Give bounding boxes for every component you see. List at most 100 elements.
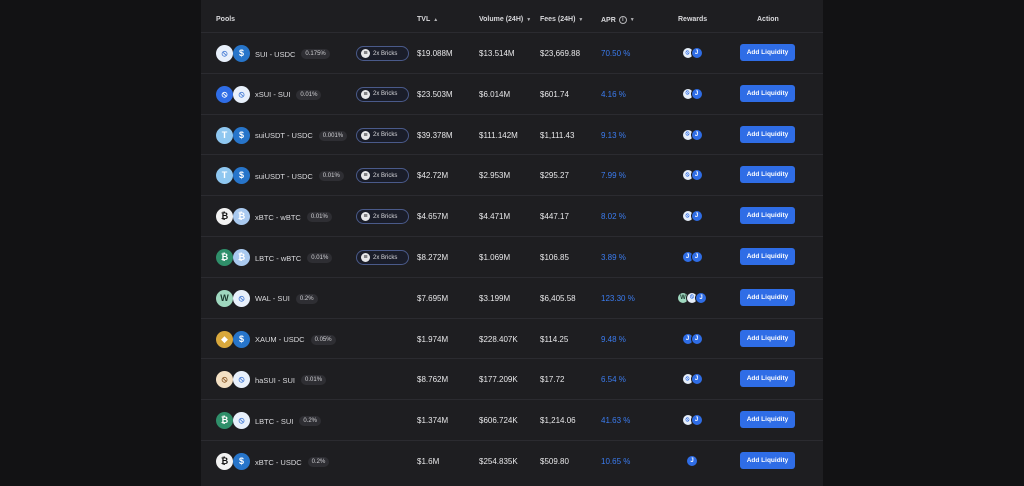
pool-token-icons: ₿ ₿ bbox=[216, 208, 252, 226]
rewards-icons: ⦸ J bbox=[681, 373, 703, 386]
pool-pair[interactable]: WAL - SUI 0.2% bbox=[255, 293, 318, 304]
brick-icon: ≡ bbox=[361, 49, 370, 58]
lbtc-token-icon: ₿ bbox=[216, 249, 233, 266]
add-liquidity-button[interactable]: Add Liquidity bbox=[740, 288, 795, 306]
pool-token-icons: T $ bbox=[216, 126, 252, 145]
pool-token-icons: W ⦸ bbox=[216, 289, 252, 308]
header-pools: Pools bbox=[216, 16, 236, 23]
reward-token-icon: J bbox=[690, 169, 703, 182]
volume-value: $254.835K bbox=[479, 457, 518, 466]
tvl-value: $7.695M bbox=[417, 293, 449, 303]
tvl-value: $1.6M bbox=[417, 457, 440, 466]
sui-token-icon: ⦸ bbox=[233, 289, 250, 307]
fee-tier-badge: 0.001% bbox=[318, 130, 348, 141]
apr-value: 8.02 % bbox=[601, 212, 626, 222]
fees-value: $295.27 bbox=[540, 171, 569, 181]
apr-value: 7.99 % bbox=[601, 171, 626, 181]
tvl-value: $42.72M bbox=[417, 171, 449, 181]
reward-token-icon: J bbox=[690, 210, 703, 223]
pool-pair[interactable]: LBTC - SUI 0.2% bbox=[255, 416, 322, 427]
pool-pair-label: LBTC - SUI bbox=[255, 416, 294, 426]
add-liquidity-button[interactable]: Add Liquidity bbox=[740, 411, 795, 429]
tvl-value: $1.374M bbox=[417, 416, 449, 426]
fee-tier-badge: 0.2% bbox=[295, 293, 318, 304]
pool-token-icons: ◆ $ bbox=[216, 330, 252, 349]
add-liquidity-button[interactable]: Add Liquidity bbox=[740, 207, 795, 225]
pool-token-icons: ₿ $ bbox=[216, 453, 252, 471]
header-tvl[interactable]: TVL ▲ bbox=[417, 16, 439, 23]
bricks-badge: ≡ 2x Bricks bbox=[356, 46, 409, 61]
header-apr[interactable]: APR i ▼ bbox=[601, 16, 635, 24]
table-row: ◆ $ XAUM - USDC 0.05% $1.974M $228.407K $114.2… bbox=[201, 319, 823, 360]
add-liquidity-button[interactable]: Add Liquidity bbox=[740, 370, 795, 388]
pools-table: Pools TVL ▲ Volume (24H) ▼ Fees (24H) ▼ APR… bbox=[201, 0, 823, 486]
pool-pair-label: SUI - USDC bbox=[255, 49, 296, 59]
pool-pair[interactable]: XAUM - USDC 0.05% bbox=[255, 334, 336, 345]
brick-icon: ≡ bbox=[361, 89, 370, 99]
hasui-token-icon: ⦸ bbox=[216, 371, 233, 389]
volume-value: $177.209K bbox=[479, 375, 518, 385]
add-liquidity-button[interactable]: Add Liquidity bbox=[740, 44, 795, 61]
rewards-icons: ⦸ J bbox=[681, 47, 703, 60]
add-liquidity-button[interactable]: Add Liquidity bbox=[740, 452, 795, 469]
pool-pair-label: WAL - SUI bbox=[255, 294, 290, 304]
reward-token-icon: J bbox=[690, 332, 703, 345]
apr-value: 70.50 % bbox=[601, 49, 631, 58]
usdc-token-icon: $ bbox=[233, 330, 250, 348]
table-header: Pools TVL ▲ Volume (24H) ▼ Fees (24H) ▼ APR… bbox=[201, 0, 823, 33]
pool-pair[interactable]: haSUI - SUI 0.01% bbox=[255, 375, 327, 386]
table-row: W ⦸ WAL - SUI 0.2% $7.695M $3.199M $6,405.58 12… bbox=[201, 278, 823, 319]
add-liquidity-button[interactable]: Add Liquidity bbox=[740, 248, 795, 265]
volume-value: $228.407K bbox=[479, 334, 518, 344]
info-icon[interactable]: i bbox=[618, 16, 627, 24]
add-liquidity-button[interactable]: Add Liquidity bbox=[740, 166, 795, 184]
pool-pair-label: XAUM - USDC bbox=[255, 335, 305, 345]
sort-caret-icon: ▲ bbox=[433, 16, 439, 23]
apr-value: 41.63 % bbox=[601, 416, 631, 426]
header-action: Action bbox=[757, 16, 779, 23]
pool-pair[interactable]: SUI - USDC 0.175% bbox=[255, 49, 330, 59]
add-liquidity-button[interactable]: Add Liquidity bbox=[740, 84, 795, 102]
pool-pair-label: xSUI - SUI bbox=[255, 90, 291, 100]
reward-token-icon: J bbox=[690, 373, 703, 386]
tvl-value: $4.657M bbox=[417, 212, 449, 222]
bricks-badge: ≡ 2x Bricks bbox=[356, 86, 409, 102]
pool-pair[interactable]: xBTC - wBTC 0.01% bbox=[255, 212, 332, 223]
header-volume[interactable]: Volume (24H) ▼ bbox=[479, 16, 532, 23]
sort-caret-icon: ▼ bbox=[526, 16, 532, 23]
bricks-badge: ≡ 2x Bricks bbox=[356, 250, 409, 265]
fee-tier-badge: 0.01% bbox=[307, 253, 333, 263]
sui-token-icon: ⦸ bbox=[233, 412, 250, 430]
usdc-token-icon: $ bbox=[233, 167, 250, 185]
apr-value: 10.65 % bbox=[601, 457, 631, 466]
pool-pair[interactable]: xSUI - SUI 0.01% bbox=[255, 89, 322, 100]
apr-value: 6.54 % bbox=[601, 375, 626, 385]
fee-tier-badge: 0.175% bbox=[301, 49, 330, 59]
wbtc-token-icon: ₿ bbox=[233, 249, 250, 266]
brick-icon: ≡ bbox=[361, 130, 370, 140]
wal-token-icon: W bbox=[216, 289, 233, 307]
volume-value: $6.014M bbox=[479, 89, 511, 99]
sui-token-icon: ⦸ bbox=[233, 85, 250, 103]
fee-tier-badge: 0.01% bbox=[301, 375, 327, 386]
pool-pair[interactable]: suiUSDT - USDC 0.01% bbox=[255, 171, 344, 182]
pool-pair[interactable]: LBTC - wBTC 0.01% bbox=[255, 253, 333, 263]
header-fees[interactable]: Fees (24H) ▼ bbox=[540, 16, 584, 23]
table-row: T $ suiUSDT - USDC 0.001% ≡ 2x Bricks $39.378M… bbox=[201, 115, 823, 156]
add-liquidity-button[interactable]: Add Liquidity bbox=[740, 329, 795, 347]
table-row: ₿ ₿ LBTC - wBTC 0.01% ≡ 2x Bricks $8.272M $1.06… bbox=[201, 237, 823, 278]
usdc-token-icon: $ bbox=[233, 126, 250, 144]
pool-pair[interactable]: xBTC - USDC 0.2% bbox=[255, 457, 330, 467]
reward-token-icon: J bbox=[695, 291, 707, 304]
pool-pair[interactable]: suiUSDT - USDC 0.001% bbox=[255, 130, 348, 141]
brick-icon: ≡ bbox=[361, 171, 370, 181]
bricks-badge: ≡ 2x Bricks bbox=[356, 209, 409, 225]
reward-token-icon: J bbox=[686, 455, 698, 467]
brick-icon: ≡ bbox=[361, 212, 370, 222]
bricks-label: 2x Bricks bbox=[373, 91, 398, 98]
add-liquidity-button[interactable]: Add Liquidity bbox=[740, 125, 795, 143]
xbtc-token-icon: ₿ bbox=[216, 208, 233, 226]
brick-icon: ≡ bbox=[361, 253, 370, 262]
sort-caret-icon: ▼ bbox=[578, 16, 584, 23]
volume-value: $111.142M bbox=[479, 130, 518, 140]
